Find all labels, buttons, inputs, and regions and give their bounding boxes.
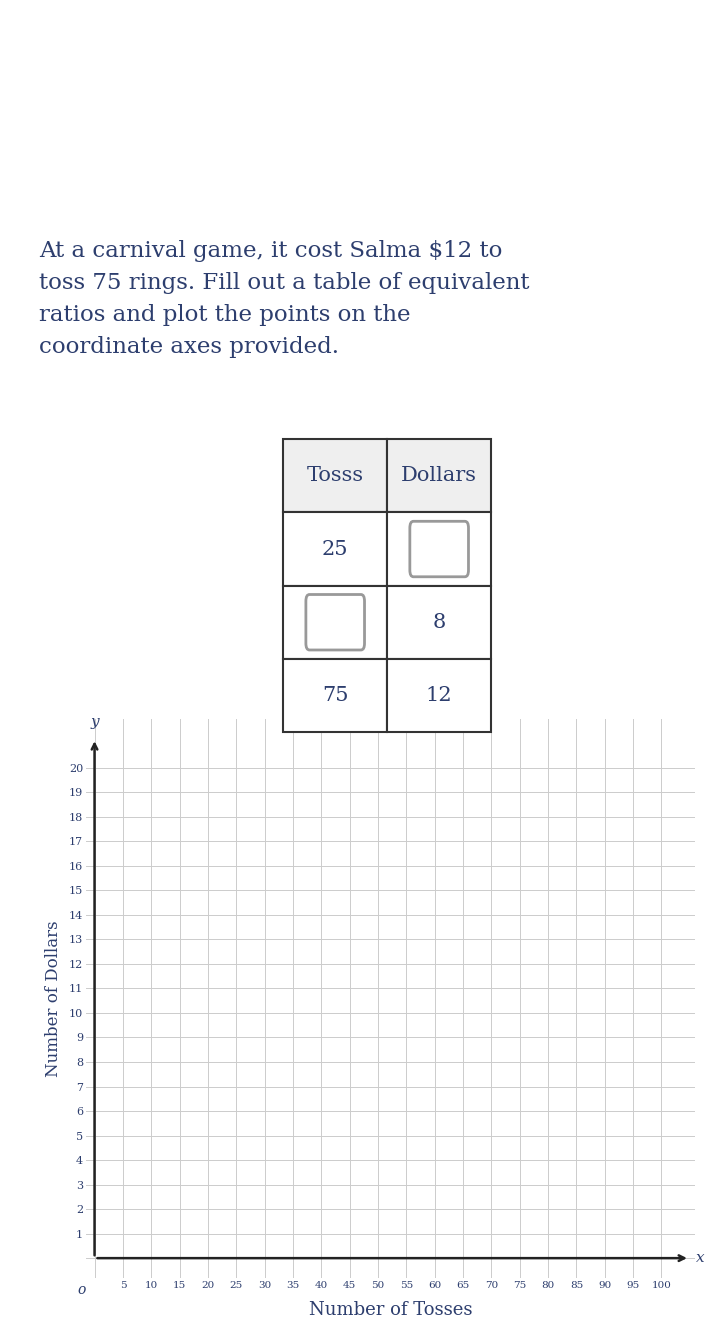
Y-axis label: Number of Dollars: Number of Dollars: [45, 920, 62, 1077]
Text: 12: 12: [426, 685, 452, 705]
Text: 75: 75: [322, 685, 348, 705]
Text: At a carnival game, it cost Salma $12 to
toss 75 rings. Fill out a table of equi: At a carnival game, it cost Salma $12 to…: [39, 240, 530, 358]
Text: Dollars: Dollars: [402, 466, 477, 486]
Text: Tosss: Tosss: [307, 466, 364, 486]
Text: x: x: [695, 1251, 704, 1266]
Text: o: o: [77, 1283, 86, 1296]
Text: y: y: [90, 715, 99, 728]
X-axis label: Number of Tosses: Number of Tosses: [309, 1300, 473, 1319]
Text: 25: 25: [322, 539, 348, 559]
Text: 8: 8: [432, 612, 446, 632]
